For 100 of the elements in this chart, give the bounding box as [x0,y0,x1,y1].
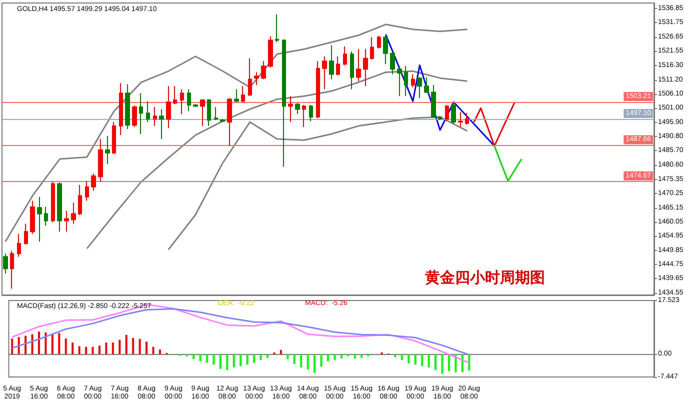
candlestick [98,138,103,182]
bar [253,354,256,363]
candlestick [207,98,211,126]
line-series [86,70,468,250]
candlestick [404,66,408,97]
candlestick [119,82,123,136]
bar [152,346,154,354]
bar [400,354,403,360]
bar [64,338,67,354]
candlestick [187,88,191,112]
line-series [4,24,468,242]
candlestick [411,74,415,88]
bar [434,354,437,370]
bar [286,354,289,360]
candlestick [288,96,293,123]
candlestick [220,118,225,123]
bar [138,338,141,354]
candlestick [214,106,218,121]
candlestick [17,233,21,258]
bar [118,340,121,354]
candlestick [445,104,449,122]
candlestick [51,181,55,223]
candlestick [356,48,361,82]
candlestick [417,76,422,99]
bar [394,354,396,358]
bar [105,342,108,354]
candlestick [309,104,313,122]
bar [340,354,342,358]
line-series [11,304,470,364]
bar [327,354,330,362]
bar [421,354,424,366]
annotation: 黄金四小时周期图 [424,268,545,286]
line-series [384,34,496,147]
candlestick [275,14,279,43]
candlestick [200,98,205,126]
candlestick [112,122,116,155]
candlestick [227,98,232,146]
bar [428,354,430,368]
candlestick [57,182,62,232]
bar [354,354,356,358]
bar [146,342,148,354]
candlestick [322,56,327,90]
bar [38,332,40,354]
candlestick [193,104,198,108]
candlestick [377,35,381,49]
bar [461,354,464,372]
candlestick [343,46,347,66]
bar [206,354,208,363]
bar [408,354,410,364]
candlestick [261,60,266,80]
bar [334,354,336,360]
candlestick [10,250,14,290]
candlestick [383,35,388,65]
candlestick [234,88,239,102]
candlestick [438,116,442,121]
candlestick [166,86,171,129]
candlestick [71,202,76,224]
candlestick [125,84,130,130]
bar [240,354,242,366]
candlestick [159,108,164,140]
candlestick [139,92,143,134]
bar [300,354,302,368]
candlestick [91,172,96,192]
candlestick [105,135,110,165]
line-series [11,308,470,356]
bar [78,346,80,354]
candlestick [78,184,82,216]
bar [51,334,54,354]
bar [72,342,74,354]
bar [360,354,363,358]
candlestick [458,112,463,128]
bar [441,354,444,374]
bar [454,354,457,372]
candlestick [431,84,436,119]
candlestick [24,223,28,245]
candlestick [424,76,429,94]
bar [44,332,47,354]
bar [85,346,88,354]
candlestick [153,106,157,126]
line-series [168,116,468,250]
candlestick [316,60,320,119]
candlestick [451,104,456,124]
line-series [473,101,516,147]
bar [112,342,114,354]
bar [320,354,322,367]
candlestick [370,36,374,60]
candlestick [350,50,354,90]
candlestick [336,56,340,76]
candlestick [173,86,177,105]
bar [11,338,14,354]
candlestick [248,58,252,97]
bar [132,338,134,354]
candlestick [3,253,8,274]
candlestick [30,200,35,234]
bar [219,354,222,369]
bar [293,354,296,364]
candlestick [37,196,42,242]
candlestick [465,112,469,126]
candlestick [85,180,89,202]
candlestick [268,36,273,68]
